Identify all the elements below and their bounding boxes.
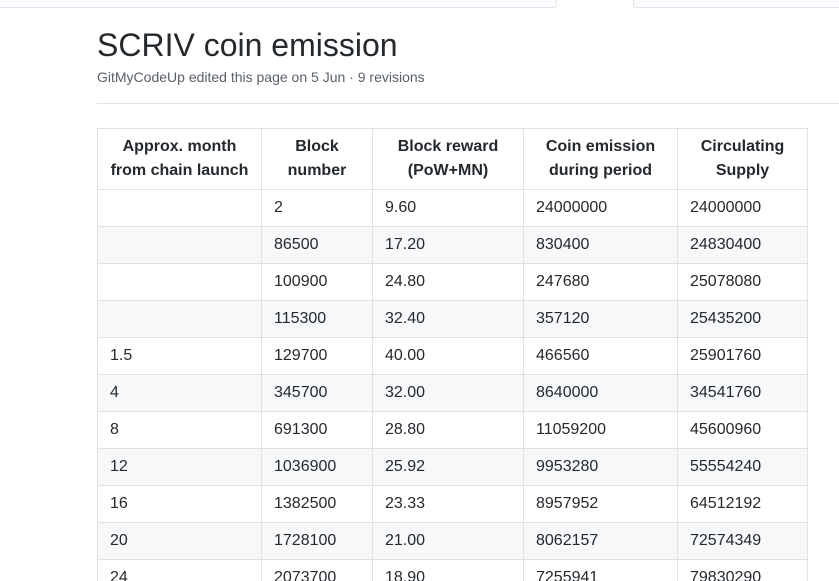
table-cell: 4 xyxy=(97,374,262,412)
table-cell: 45600960 xyxy=(677,411,808,449)
table-cell: 32.00 xyxy=(372,374,524,412)
table-row: 8 691300 28.80 11059200 45600960 xyxy=(97,411,808,449)
column-header-block-reward: Block reward (PoW+MN) xyxy=(372,128,524,190)
table-cell: 357120 xyxy=(523,300,678,338)
table-cell: 25078080 xyxy=(677,263,808,301)
table-row: 1.5 129700 40.00 466560 25901760 xyxy=(97,337,808,375)
table-cell: 17.20 xyxy=(372,226,524,264)
column-header-circulating-supply: Circulating Supply xyxy=(677,128,808,190)
table-cell: 129700 xyxy=(261,337,373,375)
table-cell: 86500 xyxy=(261,226,373,264)
table-cell: 24000000 xyxy=(523,189,678,227)
table-cell: 2073700 xyxy=(261,559,373,581)
table-cell: 466560 xyxy=(523,337,678,375)
meta-separator: · xyxy=(349,69,354,85)
table-cell: 100900 xyxy=(261,263,373,301)
table-cell: 1728100 xyxy=(261,522,373,560)
table-cell: 115300 xyxy=(261,300,373,338)
table-cell: 9.60 xyxy=(372,189,524,227)
table-cell: 28.80 xyxy=(372,411,524,449)
page-meta: GitMyCodeUp edited this page on 5 Jun · … xyxy=(97,67,839,87)
table-cell xyxy=(97,226,262,264)
table-cell: 32.40 xyxy=(372,300,524,338)
table-row: 86500 17.20 830400 24830400 xyxy=(97,226,808,264)
cropped-header-panel-left xyxy=(0,0,557,8)
table-cell: 8062157 xyxy=(523,522,678,560)
table-cell: 247680 xyxy=(523,263,678,301)
wiki-content: SCRIV coin emission GitMyCodeUp edited t… xyxy=(97,0,839,581)
table-cell: 7255941 xyxy=(523,559,678,581)
table-cell: 345700 xyxy=(261,374,373,412)
table-cell: 9953280 xyxy=(523,448,678,486)
table-cell: 25435200 xyxy=(677,300,808,338)
table-cell xyxy=(97,263,262,301)
table-cell: 8640000 xyxy=(523,374,678,412)
table-cell: 25.92 xyxy=(372,448,524,486)
table-cell: 23.33 xyxy=(372,485,524,523)
header-divider xyxy=(97,103,839,104)
column-header-month: Approx. month from chain launch xyxy=(97,128,262,190)
table-cell: 2 xyxy=(261,189,373,227)
table-cell: 8957952 xyxy=(523,485,678,523)
table-row: 100900 24.80 247680 25078080 xyxy=(97,263,808,301)
table-cell: 21.00 xyxy=(372,522,524,560)
table-cell: 79830290 xyxy=(677,559,808,581)
table-row: 115300 32.40 357120 25435200 xyxy=(97,300,808,338)
author-name: GitMyCodeUp xyxy=(97,69,185,85)
table-cell: 1036900 xyxy=(261,448,373,486)
table-cell: 16 xyxy=(97,485,262,523)
table-cell: 691300 xyxy=(261,411,373,449)
table-cell: 11059200 xyxy=(523,411,678,449)
table-cell: 72574349 xyxy=(677,522,808,560)
table-cell: 24830400 xyxy=(677,226,808,264)
table-row: 20 1728100 21.00 8062157 72574349 xyxy=(97,522,808,560)
table-cell: 18.90 xyxy=(372,559,524,581)
edited-text: edited this page on 5 Jun xyxy=(188,69,346,85)
table-cell: 20 xyxy=(97,522,262,560)
table-cell: 24000000 xyxy=(677,189,808,227)
table-header-row: Approx. month from chain launch Block nu… xyxy=(97,128,808,190)
table-cell: 25901760 xyxy=(677,337,808,375)
table-cell: 12 xyxy=(97,448,262,486)
table-cell: 64512192 xyxy=(677,485,808,523)
table-cell: 1382500 xyxy=(261,485,373,523)
table-cell: 1.5 xyxy=(97,337,262,375)
table-cell: 24 xyxy=(97,559,262,581)
table-row: 12 1036900 25.92 9953280 55554240 xyxy=(97,448,808,486)
table-cell: 8 xyxy=(97,411,262,449)
table-cell: 40.00 xyxy=(372,337,524,375)
table-row: 4 345700 32.00 8640000 34541760 xyxy=(97,374,808,412)
column-header-block-number: Block number xyxy=(261,128,373,190)
page-title: SCRIV coin emission xyxy=(97,27,398,63)
revisions-link[interactable]: 9 revisions xyxy=(357,69,425,85)
table-row: 24 2073700 18.90 7255941 79830290 xyxy=(97,559,808,581)
table-row: 16 1382500 23.33 8957952 64512192 xyxy=(97,485,808,523)
cropped-header-panel-right xyxy=(633,0,839,8)
table-cell xyxy=(97,300,262,338)
column-header-coin-emission: Coin emission during period xyxy=(523,128,678,190)
table-row: 2 9.60 24000000 24000000 xyxy=(97,189,808,227)
table-cell xyxy=(97,189,262,227)
table-cell: 830400 xyxy=(523,226,678,264)
table-cell: 55554240 xyxy=(677,448,808,486)
emission-table: Approx. month from chain launch Block nu… xyxy=(97,128,808,581)
table-cell: 24.80 xyxy=(372,263,524,301)
table-cell: 34541760 xyxy=(677,374,808,412)
